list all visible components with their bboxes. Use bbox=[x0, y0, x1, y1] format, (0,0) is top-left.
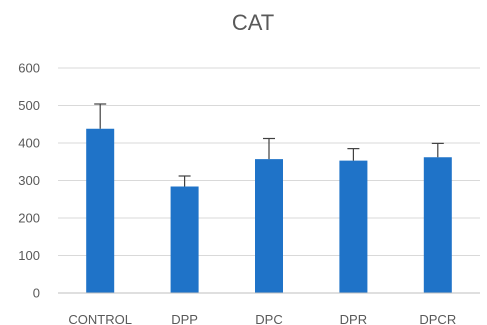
bar-dpcr bbox=[423, 157, 452, 293]
chart-title: CAT bbox=[232, 10, 274, 35]
bar-dpc bbox=[255, 159, 283, 293]
x-tick-label: DPC bbox=[255, 312, 282, 325]
y-tick-label: 600 bbox=[18, 61, 40, 76]
y-tick-label: 200 bbox=[18, 211, 40, 226]
error-bars bbox=[94, 103, 444, 187]
x-axis-tick-labels: CONTROL DPP DPC DPR DPCR bbox=[68, 312, 456, 325]
x-tick-label: DPR bbox=[340, 312, 367, 325]
bar-control bbox=[86, 128, 115, 293]
y-tick-label: 0 bbox=[33, 286, 40, 301]
bars bbox=[86, 128, 452, 293]
y-tick-label: 100 bbox=[18, 248, 40, 263]
y-axis-tick-labels: 0 100 200 300 400 500 600 bbox=[18, 61, 40, 301]
y-tick-label: 400 bbox=[18, 136, 40, 151]
x-tick-label: DPCR bbox=[419, 312, 456, 325]
x-tick-label: DPP bbox=[171, 312, 198, 325]
y-tick-label: 500 bbox=[18, 98, 40, 113]
bar-dpp bbox=[170, 186, 199, 293]
x-tick-label: CONTROL bbox=[68, 312, 132, 325]
bar-dpr bbox=[339, 160, 368, 293]
y-tick-label: 300 bbox=[18, 173, 40, 188]
